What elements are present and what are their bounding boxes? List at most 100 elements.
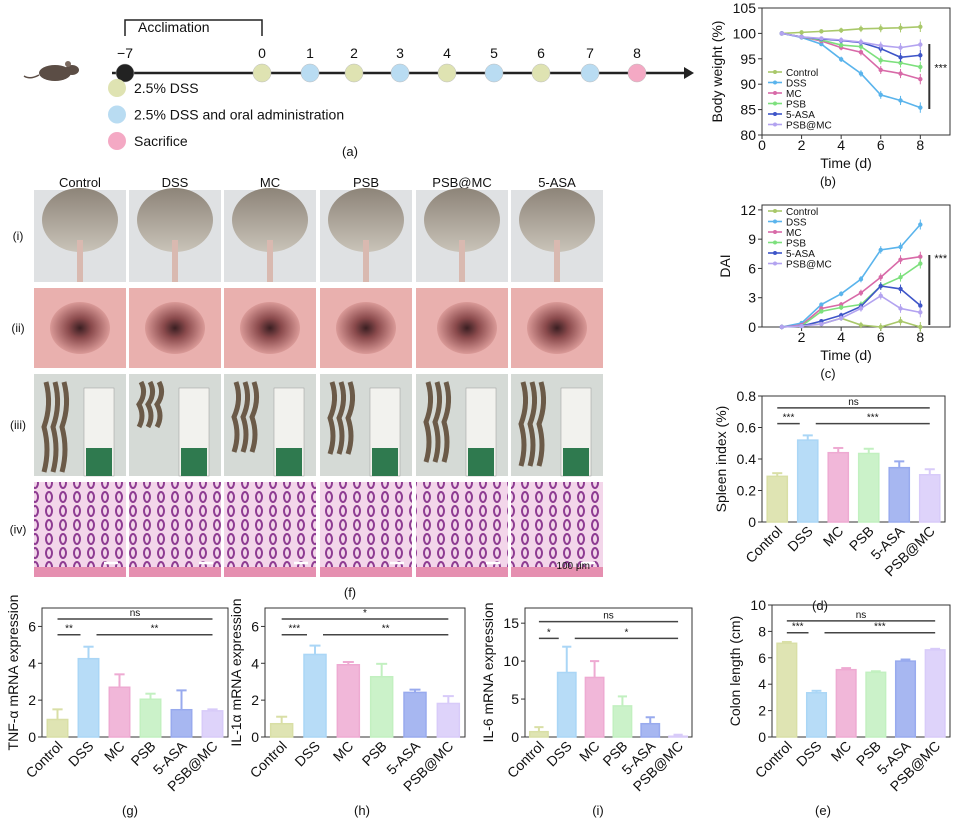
chart-c: 0 3 6 9 12 DAI (c) 2 4 6 8 Time (d) ControlDSSMCPSB5… bbox=[717, 202, 951, 381]
plot-frame bbox=[761, 204, 951, 328]
colon-specimen bbox=[249, 381, 260, 453]
photo-lumen bbox=[336, 302, 396, 354]
ruler-green bbox=[372, 448, 398, 476]
y-tick-label: 12 bbox=[740, 202, 756, 218]
data-point bbox=[878, 293, 883, 298]
data-point bbox=[858, 276, 864, 282]
x-tick-label: DSS bbox=[291, 738, 323, 770]
day-label: 7 bbox=[586, 45, 594, 61]
legend-label: 2.5% DSS bbox=[134, 80, 199, 96]
significance-label: ** bbox=[65, 624, 73, 635]
data-point bbox=[838, 42, 844, 48]
legend-marker bbox=[773, 209, 777, 213]
data-point bbox=[878, 92, 883, 98]
histology-muscle bbox=[129, 567, 221, 577]
column-label: DSS bbox=[162, 175, 189, 190]
significance-label: ns bbox=[603, 611, 614, 622]
colon-specimen bbox=[518, 381, 529, 467]
x-tick-label: 4 bbox=[837, 137, 845, 153]
data-point bbox=[898, 45, 903, 50]
photo-mouse-body bbox=[424, 188, 500, 252]
x-tick-label: 6 bbox=[877, 329, 885, 345]
panel-label-c: (c) bbox=[820, 366, 835, 381]
data-point bbox=[858, 39, 864, 45]
legend-label: 2.5% DSS and oral administration bbox=[134, 107, 344, 123]
colon-specimen bbox=[423, 381, 434, 463]
data-point bbox=[878, 26, 883, 31]
photo-histology bbox=[320, 482, 412, 577]
day-marker bbox=[484, 63, 504, 83]
legend-label: PSB bbox=[786, 239, 806, 250]
data-point bbox=[918, 310, 923, 315]
row-label: (iv) bbox=[10, 523, 27, 537]
legend-label: DSS bbox=[786, 79, 807, 90]
significance-label: *** bbox=[783, 413, 795, 424]
legend-label: MC bbox=[786, 89, 802, 100]
data-point bbox=[799, 34, 804, 40]
row-label: (i) bbox=[13, 229, 24, 243]
day-marker bbox=[580, 63, 600, 83]
ruler-green bbox=[86, 448, 112, 476]
colon-specimen bbox=[441, 381, 452, 463]
acclimation-bracket bbox=[124, 19, 263, 36]
significance-label: ** bbox=[382, 624, 390, 635]
bar-Control bbox=[776, 642, 798, 738]
photo-lumen bbox=[437, 302, 497, 354]
day-marker bbox=[252, 63, 272, 83]
colon-specimen bbox=[59, 381, 70, 473]
significance-label: * bbox=[624, 627, 628, 638]
bar-MC bbox=[827, 451, 850, 523]
data-point bbox=[858, 49, 864, 55]
legend-marker bbox=[773, 80, 777, 85]
photo-histology bbox=[34, 482, 126, 577]
data-point bbox=[918, 303, 923, 308]
bar-DSS bbox=[556, 671, 577, 738]
y-tick-label: 6 bbox=[251, 618, 259, 634]
data-point bbox=[898, 318, 903, 324]
x-tick-label: DSS bbox=[65, 738, 97, 770]
legend-label: 5-ASA bbox=[786, 110, 815, 121]
colon-specimen bbox=[41, 381, 52, 473]
data-point bbox=[878, 275, 883, 280]
data-point bbox=[858, 71, 864, 76]
y-tick-label: 0 bbox=[251, 729, 259, 745]
bar-PSB@MC bbox=[201, 710, 224, 738]
chart-b: 80 85 90 95 100 105 Body weight (%) (b) 0 2 4 6 8 Tim… bbox=[709, 0, 951, 189]
y-tick-label: 0.4 bbox=[737, 451, 757, 467]
data-point bbox=[838, 57, 844, 62]
data-point bbox=[898, 25, 903, 31]
legend-label: PSB@MC bbox=[786, 260, 832, 271]
photo-mouse-tail bbox=[459, 240, 465, 282]
data-point bbox=[898, 257, 903, 262]
photo-mouse-tail bbox=[267, 240, 273, 282]
y-axis-label: IL-1α mRNA expression bbox=[228, 598, 244, 746]
y-tick-label: 3 bbox=[748, 290, 756, 306]
data-point bbox=[819, 29, 824, 34]
data-point bbox=[918, 324, 923, 330]
photo-mouse-tail bbox=[554, 240, 560, 282]
colon-specimen bbox=[240, 381, 251, 453]
day-marker bbox=[437, 63, 457, 83]
day-marker bbox=[344, 63, 364, 83]
y-tick-label: 85 bbox=[740, 102, 756, 118]
colon-specimen bbox=[536, 381, 547, 467]
y-tick-label: 10 bbox=[750, 597, 766, 613]
ruler-green bbox=[563, 448, 589, 476]
data-point bbox=[838, 28, 844, 33]
legend-label: MC bbox=[786, 228, 802, 239]
bar-PSB@MC bbox=[918, 474, 941, 523]
data-point bbox=[918, 222, 923, 227]
day-label: 8 bbox=[633, 45, 641, 61]
y-tick-label: 2 bbox=[758, 703, 766, 719]
y-tick-label: 5 bbox=[511, 691, 519, 707]
colon-specimen bbox=[145, 380, 156, 429]
y-axis-label: Spleen index (%) bbox=[713, 406, 729, 513]
photo-lumen bbox=[527, 302, 587, 354]
bar-DSS bbox=[77, 657, 100, 738]
photo-mouse-tail bbox=[363, 240, 369, 282]
histology-muscle bbox=[416, 567, 508, 577]
row-label: (ii) bbox=[11, 321, 24, 335]
bar-DSS bbox=[805, 692, 828, 738]
mouse-tail bbox=[23, 74, 40, 79]
